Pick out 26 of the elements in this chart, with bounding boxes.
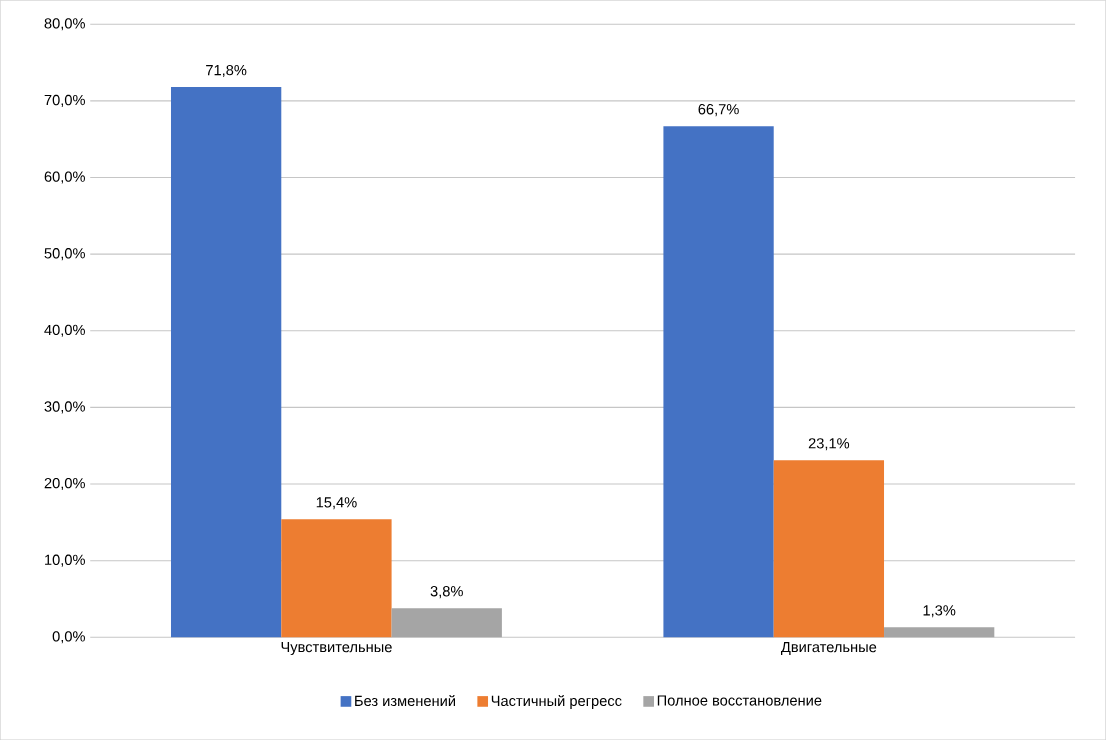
bar [391,608,502,638]
bar [884,627,995,638]
data-label: 15,4% [316,497,357,510]
legend-label: Частичный регресс [491,694,622,709]
y-tick-label: 0,0% [52,631,85,644]
y-tick-label: 20,0% [44,477,85,491]
y-tick-label: 80,0% [44,18,85,31]
y-tick-label: 50,0% [44,248,85,261]
y-tick-label: 30,0% [44,401,85,414]
x-tick-label: Двигательные [781,641,877,655]
y-tick-label: 40,0% [44,324,85,337]
data-label: 66,7% [698,103,739,117]
legend-label: Полное восстановление [657,695,822,706]
bar [773,460,885,638]
y-tick-label: 10,0% [45,554,85,567]
y-tick-label: 70,0% [44,94,85,107]
data-label: 3,8% [430,585,463,599]
legend-label: Без изменений [355,694,455,706]
bar [170,87,282,638]
y-tick-label: 60,0% [44,171,85,184]
data-label: 71,8% [206,64,247,77]
bar [663,126,774,638]
x-tick-label: Чувствительные [281,641,392,656]
data-label: 23,1% [808,438,850,451]
bar [281,519,392,638]
data-label: 1,3% [923,605,956,618]
